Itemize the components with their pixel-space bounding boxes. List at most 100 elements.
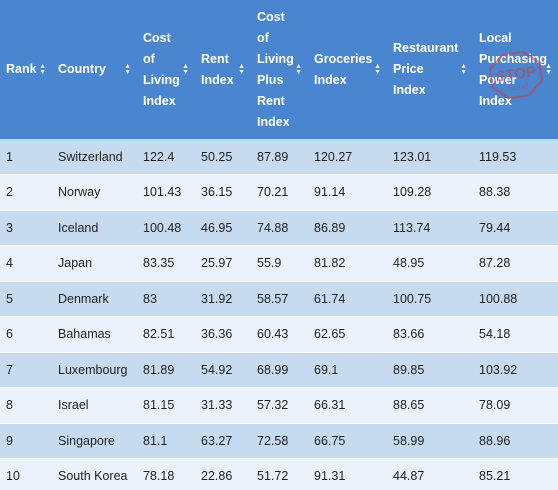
column-header-cost-of-living-index[interactable]: Cost of Living Index ▲ ▼ [137, 0, 195, 139]
column-header-groceries-index[interactable]: Groceries Index ▲ ▼ [308, 0, 387, 139]
rank-cell: 6 [0, 316, 52, 353]
country-cell: Denmark [52, 281, 137, 317]
sort-updown-icon[interactable]: ▲ ▼ [124, 62, 131, 76]
header-word: Index [393, 83, 426, 97]
groceries-cell: 86.89 [308, 210, 387, 246]
purchasing-power-cell: 85.21 [473, 458, 558, 490]
column-header-rank[interactable]: Rank ▲ ▼ [0, 0, 52, 139]
header-word: Price [393, 62, 424, 76]
cost-of-living-cell: 81.89 [137, 352, 195, 388]
header-word: Country [58, 62, 106, 76]
restaurant-price-cell: 113.74 [387, 210, 473, 246]
table-row: 6 Bahamas 82.51 36.36 60.43 62.65 83.66 54.18 [0, 316, 558, 353]
purchasing-power-cell: 54.18 [473, 316, 558, 353]
header-word: Rank [6, 62, 37, 76]
table-row: 8 Israel 81.15 31.33 57.32 66.31 88.65 78.09 [0, 387, 558, 424]
sort-updown-icon[interactable]: ▲ ▼ [460, 62, 467, 76]
rent-index-cell: 25.97 [195, 245, 251, 282]
column-header-label: Rent Index [201, 49, 234, 91]
cost-plus-rent-cell: 74.88 [251, 210, 308, 246]
purchasing-power-cell: 87.28 [473, 245, 558, 282]
cost-of-living-cell: 101.43 [137, 174, 195, 211]
header-word: Index [201, 72, 234, 87]
country-cell: Israel [52, 387, 137, 424]
cost-of-living-cell: 83.35 [137, 245, 195, 282]
sort-updown-icon[interactable]: ▲ ▼ [238, 62, 245, 76]
cost-of-living-cell: 100.48 [137, 210, 195, 246]
column-header-rent-index[interactable]: Rent Index ▲ ▼ [195, 0, 251, 139]
header-word: Cost [257, 9, 285, 24]
cost-plus-rent-cell: 70.21 [251, 174, 308, 211]
country-cell: Luxembourg [52, 352, 137, 388]
column-header-country[interactable]: Country ▲ ▼ [52, 0, 137, 139]
rent-index-cell: 50.25 [195, 139, 251, 175]
groceries-cell: 120.27 [308, 139, 387, 175]
rank-cell: 8 [0, 387, 52, 424]
cost-plus-rent-cell: 51.72 [251, 458, 308, 490]
sort-updown-icon[interactable]: ▲ ▼ [545, 62, 552, 76]
restaurant-price-cell: 88.65 [387, 387, 473, 424]
cost-of-living-cell: 78.18 [137, 458, 195, 490]
column-header-label: Cost of Living Index [143, 28, 180, 112]
rank-cell: 9 [0, 423, 52, 459]
header-word: Groceries [314, 51, 373, 66]
column-header-restaurant-price-index[interactable]: Restaurant Price Index ▲ ▼ [387, 0, 473, 139]
rank-cell: 5 [0, 281, 52, 317]
groceries-cell: 81.82 [308, 245, 387, 282]
purchasing-power-cell: 79.44 [473, 210, 558, 246]
restaurant-price-cell: 44.87 [387, 458, 473, 490]
rank-cell: 2 [0, 174, 52, 211]
column-header-local-purchasing-power-index[interactable]: Local Purchasing Power Index ▲ ▼ [473, 0, 558, 139]
restaurant-price-cell: 109.28 [387, 174, 473, 211]
header-word: Index [257, 114, 290, 129]
cost-of-living-cell: 122.4 [137, 139, 195, 175]
cost-plus-rent-cell: 55.9 [251, 245, 308, 282]
table-row: 2 Norway 101.43 36.15 70.21 91.14 109.28 88.38 [0, 174, 558, 211]
rank-cell: 3 [0, 210, 52, 246]
country-cell: Japan [52, 245, 137, 282]
purchasing-power-cell: 119.53 [473, 139, 558, 175]
header-word: Index [314, 72, 347, 87]
header-word: Rent [201, 51, 229, 66]
header-word: Restaurant [393, 41, 459, 55]
column-header-cost-of-living-plus-rent-index[interactable]: Cost of Living Plus Rent Index ▲ ▼ [251, 0, 308, 139]
table-row: 9 Singapore 81.1 63.27 72.58 66.75 58.99 88.96 [0, 423, 558, 459]
column-header-label: Cost of Living Plus Rent Index [257, 7, 294, 133]
cost-plus-rent-cell: 60.43 [251, 316, 308, 353]
column-header-label: Rank [6, 59, 37, 80]
cost-of-living-cell: 83 [137, 281, 195, 317]
column-header-label: Restaurant Price Index [393, 38, 459, 101]
table-row: 3 Iceland 100.48 46.95 74.88 86.89 113.74 79.44 [0, 210, 558, 246]
table-row: 7 Luxembourg 81.89 54.92 68.99 69.1 89.85 103.9… [0, 352, 558, 388]
country-cell: Iceland [52, 210, 137, 246]
table-row: 5 Denmark 83 31.92 58.57 61.74 100.75 100.88 [0, 281, 558, 317]
restaurant-price-cell: 48.95 [387, 245, 473, 282]
cost-plus-rent-cell: 57.32 [251, 387, 308, 424]
cost-of-living-cell: 82.51 [137, 316, 195, 353]
country-cell: Norway [52, 174, 137, 211]
sort-updown-icon[interactable]: ▲ ▼ [374, 62, 381, 76]
purchasing-power-cell: 88.96 [473, 423, 558, 459]
cost-plus-rent-cell: 72.58 [251, 423, 308, 459]
header-word: Living [257, 51, 294, 66]
sort-updown-icon[interactable]: ▲ ▼ [295, 62, 302, 76]
sort-updown-icon[interactable]: ▲ ▼ [39, 62, 46, 76]
rent-index-cell: 22.86 [195, 458, 251, 490]
column-header-label: Country [58, 59, 117, 80]
sort-updown-icon[interactable]: ▲ ▼ [182, 62, 189, 76]
rent-index-cell: 31.92 [195, 281, 251, 317]
groceries-cell: 66.31 [308, 387, 387, 424]
groceries-cell: 69.1 [308, 352, 387, 388]
table-row: 10 South Korea 78.18 22.86 51.72 91.31 44.87 85… [0, 458, 558, 490]
header-word: Power [479, 72, 517, 87]
restaurant-price-cell: 58.99 [387, 423, 473, 459]
column-header-label: Local Purchasing Power Index [479, 28, 547, 112]
rent-index-cell: 63.27 [195, 423, 251, 459]
rent-index-cell: 46.95 [195, 210, 251, 246]
groceries-cell: 61.74 [308, 281, 387, 317]
country-cell: Bahamas [52, 316, 137, 353]
country-cell: Singapore [52, 423, 137, 459]
cost-of-living-cell: 81.1 [137, 423, 195, 459]
